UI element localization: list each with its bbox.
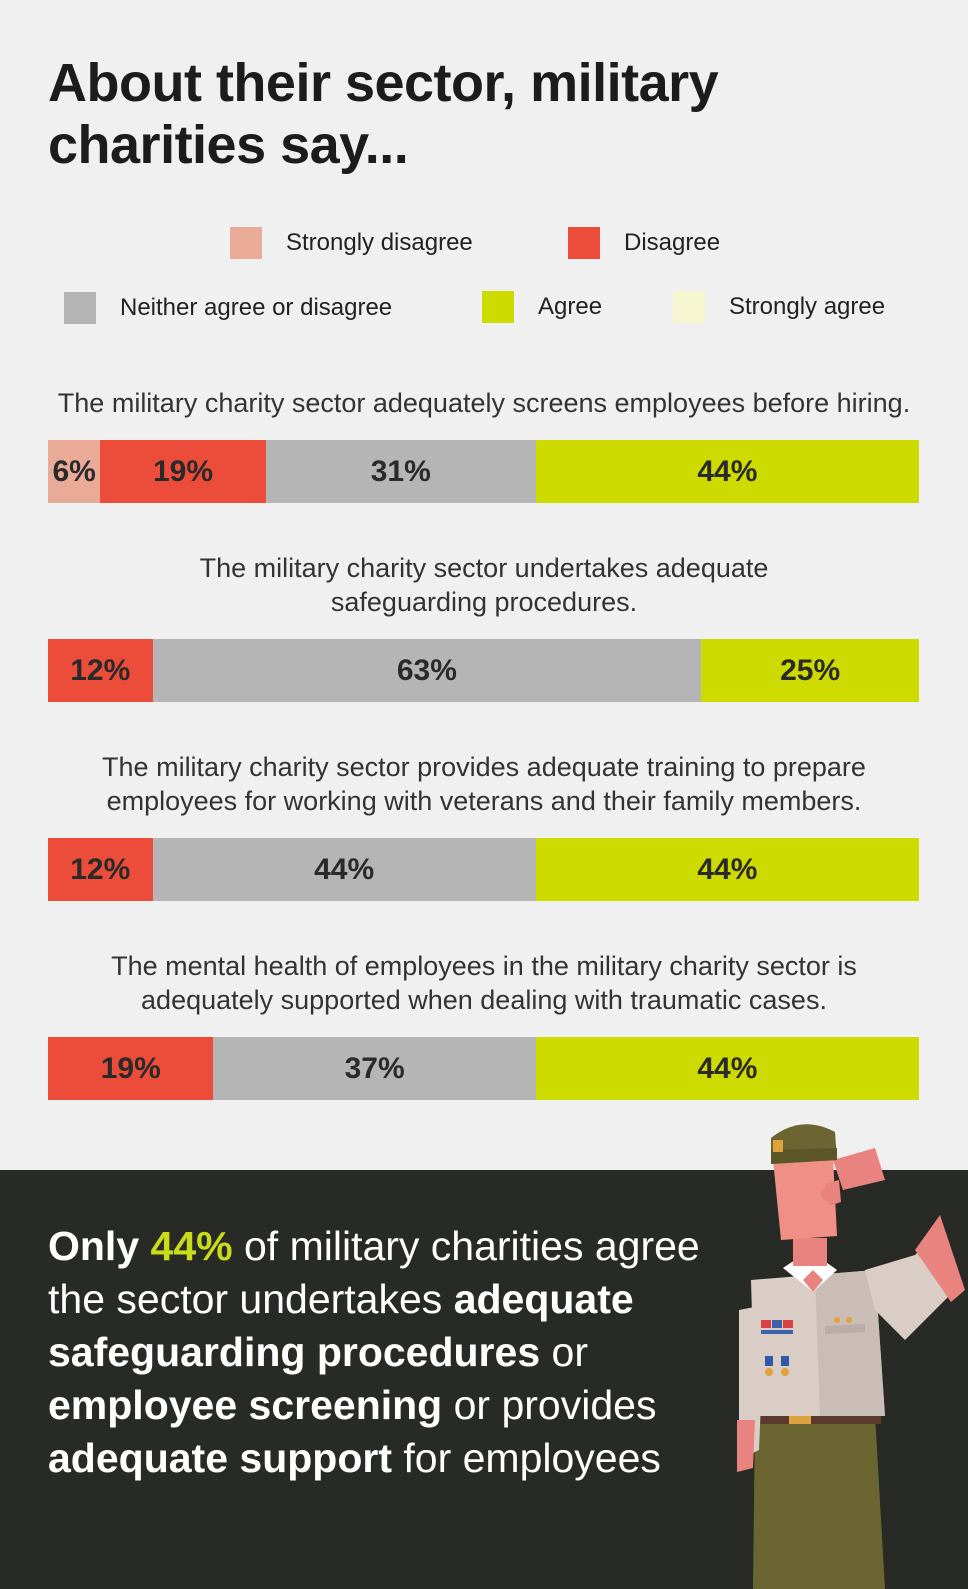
callout-part: of military charities agree the sector u… xyxy=(48,1223,700,1322)
question-2: The military charity sector undertakes a… xyxy=(20,551,948,619)
data-label: 12% xyxy=(70,852,131,886)
stacked-bar-4: 19% 37% 44% xyxy=(48,1037,919,1100)
callout-text: Only 44% of military charities agree the… xyxy=(48,1220,728,1485)
callout-part: or provides xyxy=(442,1382,657,1428)
question-line: The military charity sector adequately s… xyxy=(57,388,911,418)
legend-strongly-agree: Strongly agree xyxy=(673,291,885,323)
bar-segment-neither: 31% xyxy=(265,440,536,503)
legend-strongly-disagree: Strongly disagree xyxy=(230,227,473,259)
question-line: The military charity sector provides ade… xyxy=(102,752,866,782)
data-label: 12% xyxy=(70,653,131,687)
legend-swatch xyxy=(64,292,96,324)
question-line: The military charity sector undertakes a… xyxy=(199,553,769,583)
data-label: 44% xyxy=(314,852,375,886)
legend-agree: Agree xyxy=(482,291,602,323)
legend-label: Disagree xyxy=(624,229,721,256)
legend-swatch xyxy=(230,227,262,259)
data-label: 31% xyxy=(370,454,431,488)
legend-label: Agree xyxy=(538,293,603,320)
data-label: 44% xyxy=(697,852,758,886)
bar-segment-strongly-disagree: 6% xyxy=(48,440,101,503)
question-line: The mental health of employees in the mi… xyxy=(111,951,857,981)
bar-segment-disagree: 12% xyxy=(48,838,153,901)
question-line: safeguarding procedures. xyxy=(330,587,638,617)
legend-swatch xyxy=(568,227,600,259)
callout-part: for employees xyxy=(391,1435,661,1481)
legend-swatch xyxy=(673,291,705,323)
page-title: About their sector, military charities s… xyxy=(48,53,719,175)
callout-highlight: 44% xyxy=(150,1223,233,1269)
question-4: The mental health of employees in the mi… xyxy=(20,949,948,1017)
bar-segment-disagree: 19% xyxy=(100,440,266,503)
callout-part: Only xyxy=(48,1223,151,1269)
callout-bold: adequate support xyxy=(48,1435,392,1481)
stacked-bar-3: 12% 44% 44% xyxy=(48,838,919,901)
soldier-illustration xyxy=(737,1124,965,1589)
stacked-bar-1: 6% 19% 31% 44% xyxy=(48,440,919,503)
bar-segment-agree: 44% xyxy=(535,440,919,503)
question-line: adequately supported when dealing with t… xyxy=(141,985,827,1015)
question-3: The military charity sector provides ade… xyxy=(20,750,948,818)
data-label: 63% xyxy=(396,653,457,687)
data-label: 6% xyxy=(52,454,96,488)
legend-label: Neither agree or disagree xyxy=(120,294,393,321)
data-label: 37% xyxy=(344,1051,405,1085)
bar-segment-disagree: 19% xyxy=(48,1037,214,1100)
legend-swatch xyxy=(482,291,514,323)
bar-segment-disagree: 12% xyxy=(48,639,153,702)
question-1: The military charity sector adequately s… xyxy=(20,386,948,420)
bar-segment-agree: 44% xyxy=(535,1037,919,1100)
question-line: employees for working with veterans and … xyxy=(106,786,862,816)
data-label: 25% xyxy=(780,653,841,687)
data-label: 19% xyxy=(152,454,214,488)
data-label: 44% xyxy=(697,1051,758,1085)
bar-segment-neither: 44% xyxy=(152,838,536,901)
bar-segment-neither: 37% xyxy=(213,1037,536,1100)
bar-segment-agree: 44% xyxy=(535,838,919,901)
callout-bold: employee screening xyxy=(48,1382,443,1428)
stacked-bar-2: 12% 63% 25% xyxy=(48,639,919,702)
callout-part: or xyxy=(540,1329,588,1375)
data-label: 19% xyxy=(100,1051,161,1085)
bar-segment-agree: 25% xyxy=(701,639,919,702)
legend-label: Strongly disagree xyxy=(286,229,473,256)
legend-disagree: Disagree xyxy=(568,227,720,259)
legend-neither: Neither agree or disagree xyxy=(64,292,392,324)
bar-segment-neither: 63% xyxy=(152,639,702,702)
data-label: 44% xyxy=(697,454,758,488)
legend-label: Strongly agree xyxy=(729,293,886,320)
callout-bold: adequate safeguarding procedures xyxy=(48,1276,634,1375)
